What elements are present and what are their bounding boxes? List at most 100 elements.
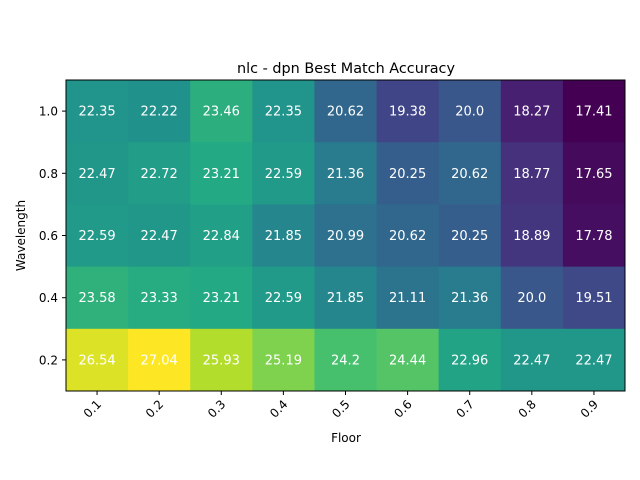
heatmap-cell bbox=[252, 142, 315, 205]
cell-value-label: 26.54 bbox=[78, 353, 115, 368]
heatmap-cell bbox=[438, 142, 502, 205]
cell-value-label: 22.84 bbox=[203, 229, 240, 244]
heatmap-cell bbox=[562, 204, 626, 268]
heatmap-cell bbox=[128, 328, 191, 392]
cell-value-label: 18.77 bbox=[513, 167, 550, 182]
cell-value-label: 22.59 bbox=[265, 291, 302, 306]
y-tick-label: 0.2 bbox=[39, 353, 58, 367]
heatmap-cell bbox=[128, 204, 191, 268]
cell-value-label: 17.78 bbox=[575, 229, 612, 244]
cell-value-label: 18.27 bbox=[513, 105, 550, 120]
cell-value-label: 20.62 bbox=[389, 229, 426, 244]
cell-value-label: 21.11 bbox=[389, 291, 426, 306]
cell-value-label: 22.47 bbox=[141, 229, 178, 244]
heatmap-cell bbox=[314, 266, 378, 330]
cell-value-label: 20.25 bbox=[451, 229, 488, 244]
heatmap-cell bbox=[190, 328, 253, 392]
heatmap-cell bbox=[438, 204, 502, 268]
cell-value-label: 19.38 bbox=[389, 105, 426, 120]
cell-value-label: 23.21 bbox=[203, 167, 240, 182]
cell-value-label: 22.35 bbox=[265, 105, 302, 120]
heatmap-cell bbox=[252, 266, 315, 330]
heatmap-cell bbox=[252, 80, 315, 143]
cell-value-label: 24.2 bbox=[331, 353, 360, 368]
heatmap-cell bbox=[500, 328, 564, 392]
heatmap-cell bbox=[314, 328, 378, 392]
cell-value-label: 22.35 bbox=[78, 105, 115, 120]
cell-value-label: 22.22 bbox=[141, 105, 178, 120]
y-tick-label: 0.8 bbox=[39, 167, 58, 181]
cell-value-label: 25.19 bbox=[265, 353, 302, 368]
cell-value-label: 21.36 bbox=[327, 167, 364, 182]
chart-title: nlc - dpn Best Match Accuracy bbox=[237, 61, 455, 77]
y-tick-label: 1.0 bbox=[39, 105, 58, 119]
heatmap-cell bbox=[128, 80, 191, 143]
cell-value-label: 22.72 bbox=[141, 167, 178, 182]
cell-value-label: 17.65 bbox=[575, 167, 612, 182]
heatmap-cell bbox=[128, 142, 191, 205]
cell-value-label: 20.62 bbox=[327, 105, 364, 120]
heatmap-cell bbox=[376, 80, 440, 143]
cell-value-label: 20.0 bbox=[455, 105, 484, 120]
heatmap-cells bbox=[66, 80, 626, 392]
y-axis-label: Wavelength bbox=[14, 200, 28, 271]
y-tick-label: 0.6 bbox=[39, 229, 58, 243]
heatmap-cell bbox=[376, 266, 440, 330]
y-axis-ticks: 1.0 0.8 0.6 0.4 0.2 bbox=[39, 105, 66, 367]
heatmap-cell bbox=[562, 328, 626, 392]
heatmap-cell bbox=[438, 328, 502, 392]
heatmap-cell bbox=[562, 80, 626, 143]
cell-value-label: 19.51 bbox=[575, 291, 612, 306]
heatmap-cell bbox=[252, 204, 315, 268]
heatmap-cell bbox=[376, 142, 440, 205]
heatmap-cell bbox=[66, 328, 129, 392]
cell-value-label: 22.47 bbox=[575, 353, 612, 368]
x-axis-label: Floor bbox=[331, 431, 361, 445]
cell-value-label: 21.36 bbox=[451, 291, 488, 306]
cell-value-label: 24.44 bbox=[389, 353, 426, 368]
cell-value-label: 21.85 bbox=[265, 229, 302, 244]
cell-value-label: 27.04 bbox=[141, 353, 178, 368]
cell-value-label: 23.33 bbox=[141, 291, 178, 306]
heatmap-cell bbox=[190, 204, 253, 268]
cell-value-label: 20.62 bbox=[451, 167, 488, 182]
heatmap-cell bbox=[314, 142, 378, 205]
cell-value-label: 20.99 bbox=[327, 229, 364, 244]
heatmap-cell bbox=[500, 204, 564, 268]
cell-value-label: 22.47 bbox=[78, 167, 115, 182]
heatmap-cell bbox=[66, 80, 129, 143]
cell-value-labels: 22.35 22.22 23.46 22.35 20.62 19.38 20.0 18.27 1… bbox=[78, 105, 612, 369]
heatmap-cell bbox=[438, 266, 502, 330]
cell-value-label: 25.93 bbox=[203, 353, 240, 368]
heatmap-cell bbox=[500, 266, 564, 330]
heatmap-cell bbox=[66, 266, 129, 330]
cell-value-label: 21.85 bbox=[327, 291, 364, 306]
heatmap-cell bbox=[66, 204, 129, 268]
cell-value-label: 23.46 bbox=[203, 105, 240, 120]
y-tick-label: 0.4 bbox=[39, 291, 58, 305]
heatmap-cell bbox=[376, 204, 440, 268]
cell-value-label: 20.25 bbox=[389, 167, 426, 182]
cell-value-label: 23.21 bbox=[203, 291, 240, 306]
heatmap-cell bbox=[190, 142, 253, 205]
heatmap-cell bbox=[500, 80, 564, 143]
cell-value-label: 22.59 bbox=[78, 229, 115, 244]
cell-value-label: 22.47 bbox=[513, 353, 550, 368]
cell-value-label: 22.59 bbox=[265, 167, 302, 182]
heatmap-cell bbox=[438, 80, 502, 143]
heatmap-cell bbox=[562, 142, 626, 205]
heatmap-cell bbox=[500, 142, 564, 205]
heatmap-cell bbox=[314, 204, 378, 268]
heatmap-cell bbox=[128, 266, 191, 330]
heatmap-cell bbox=[314, 80, 378, 143]
heatmap-cell bbox=[190, 266, 253, 330]
heatmap-cell bbox=[376, 328, 440, 392]
cell-value-label: 18.89 bbox=[513, 229, 550, 244]
cell-value-label: 17.41 bbox=[575, 105, 612, 120]
heatmap-cell bbox=[252, 328, 315, 392]
heatmap-cell bbox=[66, 142, 129, 205]
heatmap-cell bbox=[190, 80, 253, 143]
cell-value-label: 20.0 bbox=[517, 291, 546, 306]
cell-value-label: 22.96 bbox=[451, 353, 488, 368]
